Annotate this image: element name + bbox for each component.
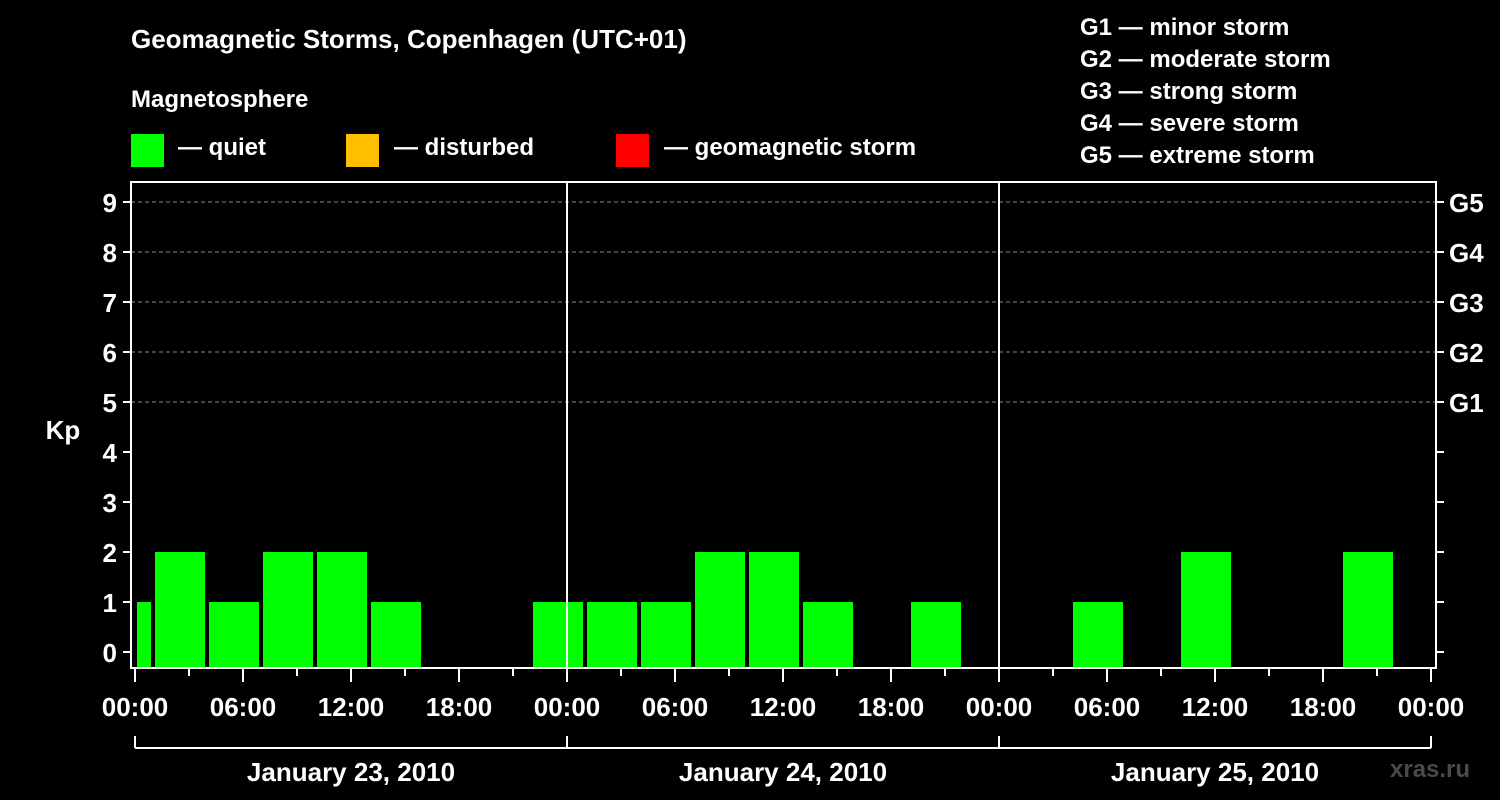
kp-bar [155, 552, 205, 668]
kp-bar [1181, 552, 1231, 668]
x-tick-label: 06:00 [210, 692, 277, 722]
kp-bar [317, 552, 367, 668]
y-tick-label: 8 [103, 238, 117, 268]
legend-swatch-quiet [131, 134, 164, 167]
kp-bar [641, 602, 691, 668]
kp-bar [533, 602, 583, 668]
y-tick-label: 4 [103, 438, 118, 468]
kp-bar [749, 552, 799, 668]
legend-title: Magnetosphere [131, 86, 309, 113]
kp-bar [209, 602, 259, 668]
y-tick-label: 6 [103, 338, 117, 368]
x-tick-label: 12:00 [318, 692, 385, 722]
kp-bar [911, 602, 961, 668]
y-tick-label: 1 [103, 588, 117, 618]
kp-bar [263, 552, 313, 668]
y-tick-label: 9 [103, 188, 117, 218]
x-tick-label: 00:00 [102, 692, 169, 722]
legend-swatch-disturbed [346, 134, 379, 167]
x-tick-label: 06:00 [1074, 692, 1141, 722]
storm-level-g2: G2 — moderate storm [1080, 46, 1331, 73]
y-tick-label: 2 [103, 538, 117, 568]
legend-label-quiet: — quiet [178, 134, 266, 161]
right-axis-label: G2 [1449, 338, 1484, 368]
legend-label-disturbed: — disturbed [394, 134, 535, 161]
x-tick-label: 18:00 [1290, 692, 1357, 722]
y-tick-label: 5 [103, 388, 117, 418]
x-tick-label: 18:00 [426, 692, 493, 722]
chart-title: Geomagnetic Storms, Copenhagen (UTC+01) [131, 24, 687, 54]
kp-bar [371, 602, 421, 668]
kp-bar [1343, 552, 1393, 668]
x-tick-label: 18:00 [858, 692, 925, 722]
x-tick-label: 06:00 [642, 692, 709, 722]
x-tick-label: 00:00 [1398, 692, 1465, 722]
watermark: xras.ru [1390, 756, 1471, 783]
storm-level-g4: G4 — severe storm [1080, 110, 1299, 137]
day-label: January 24, 2010 [679, 757, 887, 787]
x-tick-label: 12:00 [1182, 692, 1249, 722]
y-tick-label: 7 [103, 288, 117, 318]
right-axis-label: G1 [1449, 388, 1484, 418]
x-tick-label: 00:00 [966, 692, 1033, 722]
x-tick-label: 12:00 [750, 692, 817, 722]
storm-level-g3: G3 — strong storm [1080, 78, 1298, 105]
day-label: January 23, 2010 [247, 757, 455, 787]
right-axis-label: G5 [1449, 188, 1484, 218]
y-tick-label: 0 [103, 638, 117, 668]
kp-bar [695, 552, 745, 668]
right-axis-label: G3 [1449, 288, 1484, 318]
kp-bar [587, 602, 637, 668]
y-tick-label: 3 [103, 488, 117, 518]
legend-swatch-storm [616, 134, 649, 167]
kp-bar [1073, 602, 1123, 668]
y-axis-label: Kp [46, 415, 81, 445]
kp-bar [803, 602, 853, 668]
legend-label-storm: — geomagnetic storm [664, 134, 917, 161]
storm-level-g1: G1 — minor storm [1080, 14, 1290, 41]
storm-level-g5: G5 — extreme storm [1080, 142, 1315, 169]
x-tick-label: 00:00 [534, 692, 601, 722]
kp-bar [137, 602, 151, 668]
right-axis-label: G4 [1449, 238, 1484, 268]
day-label: January 25, 2010 [1111, 757, 1319, 787]
